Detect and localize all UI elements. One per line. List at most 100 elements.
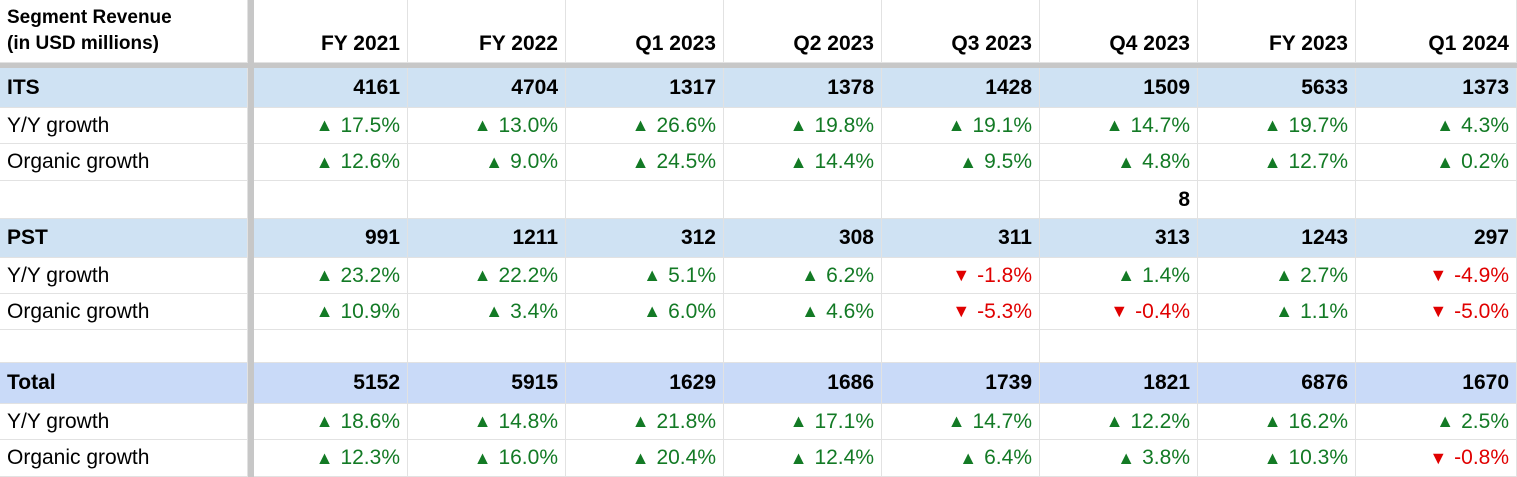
table-cell[interactable]: ▲ 17.1% (724, 404, 882, 439)
table-cell[interactable]: 311 (882, 219, 1040, 257)
row-label[interactable]: ITS (0, 68, 248, 107)
table-cell[interactable] (254, 330, 408, 362)
table-cell[interactable]: ▼ -4.9% (1356, 258, 1517, 293)
table-cell[interactable]: ▼ -0.4% (1040, 294, 1198, 329)
row-label[interactable] (0, 181, 248, 218)
table-cell[interactable] (566, 330, 724, 362)
row-label[interactable]: Organic growth (0, 294, 248, 329)
table-cell[interactable]: ▲ 2.7% (1198, 258, 1356, 293)
row-label[interactable]: PST (0, 219, 248, 257)
table-cell[interactable] (1198, 181, 1356, 218)
row-label[interactable]: Y/Y growth (0, 258, 248, 293)
table-cell[interactable]: 1739 (882, 363, 1040, 403)
table-cell[interactable]: ▲ 14.4% (724, 144, 882, 180)
table-cell[interactable]: ▲ 4.8% (1040, 144, 1198, 180)
table-cell[interactable]: ▲ 12.6% (254, 144, 408, 180)
table-cell[interactable]: ▲ 14.7% (1040, 108, 1198, 143)
table-cell[interactable]: 308 (724, 219, 882, 257)
table-cell[interactable]: 4161 (254, 68, 408, 107)
row-label[interactable]: Total (0, 363, 248, 403)
table-cell[interactable]: 313 (1040, 219, 1198, 257)
column-header[interactable]: Q1 2024 (1356, 0, 1517, 62)
table-cell[interactable]: 1243 (1198, 219, 1356, 257)
table-cell[interactable] (724, 330, 882, 362)
row-label[interactable]: Y/Y growth (0, 108, 248, 143)
table-cell[interactable] (1198, 330, 1356, 362)
table-cell[interactable]: ▲ 19.7% (1198, 108, 1356, 143)
frozen-column-divider[interactable] (248, 0, 254, 477)
table-cell[interactable] (724, 181, 882, 218)
table-cell[interactable] (408, 330, 566, 362)
table-cell[interactable]: ▲ 13.0% (408, 108, 566, 143)
table-cell[interactable]: ▲ 19.1% (882, 108, 1040, 143)
row-label[interactable]: Y/Y growth (0, 404, 248, 439)
table-cell[interactable]: ▲ 6.0% (566, 294, 724, 329)
table-cell[interactable]: ▲ 26.6% (566, 108, 724, 143)
table-cell[interactable]: 1509 (1040, 68, 1198, 107)
table-cell[interactable]: 1211 (408, 219, 566, 257)
table-cell[interactable]: ▲ 10.9% (254, 294, 408, 329)
table-cell[interactable]: ▲ 4.3% (1356, 108, 1517, 143)
column-header[interactable]: FY 2021 (254, 0, 408, 62)
table-cell[interactable] (882, 181, 1040, 218)
table-cell[interactable]: ▲ 22.2% (408, 258, 566, 293)
table-cell[interactable]: ▲ 0.2% (1356, 144, 1517, 180)
table-cell[interactable]: ▼ -1.8% (882, 258, 1040, 293)
table-cell[interactable]: 297 (1356, 219, 1517, 257)
column-header[interactable]: Q1 2023 (566, 0, 724, 62)
table-cell[interactable]: 5633 (1198, 68, 1356, 107)
column-header[interactable]: Q4 2023 (1040, 0, 1198, 62)
table-cell[interactable]: ▲ 20.4% (566, 440, 724, 476)
table-cell[interactable]: ▲ 5.1% (566, 258, 724, 293)
table-cell[interactable]: ▲ 9.5% (882, 144, 1040, 180)
table-cell[interactable]: 1317 (566, 68, 724, 107)
table-cell[interactable]: ▲ 12.7% (1198, 144, 1356, 180)
table-cell[interactable]: ▲ 16.2% (1198, 404, 1356, 439)
table-cell[interactable]: 1686 (724, 363, 882, 403)
table-cell[interactable]: 8 (1040, 181, 1198, 218)
table-cell[interactable]: 5915 (408, 363, 566, 403)
row-label[interactable]: Organic growth (0, 440, 248, 476)
table-cell[interactable]: 6876 (1198, 363, 1356, 403)
table-cell[interactable] (254, 181, 408, 218)
table-cell[interactable]: ▲ 4.6% (724, 294, 882, 329)
table-cell[interactable]: ▼ -0.8% (1356, 440, 1517, 476)
table-cell[interactable]: ▲ 1.4% (1040, 258, 1198, 293)
table-cell[interactable]: ▲ 17.5% (254, 108, 408, 143)
table-cell[interactable]: 4704 (408, 68, 566, 107)
row-label[interactable]: Organic growth (0, 144, 248, 180)
table-cell[interactable] (1356, 330, 1517, 362)
table-cell[interactable]: ▼ -5.3% (882, 294, 1040, 329)
table-cell[interactable]: ▲ 10.3% (1198, 440, 1356, 476)
table-cell[interactable]: ▲ 12.3% (254, 440, 408, 476)
table-cell[interactable] (1040, 330, 1198, 362)
table-cell[interactable]: ▲ 3.4% (408, 294, 566, 329)
table-cell[interactable]: ▲ 3.8% (1040, 440, 1198, 476)
table-cell[interactable]: ▲ 6.4% (882, 440, 1040, 476)
table-cell[interactable]: 1629 (566, 363, 724, 403)
table-cell[interactable]: ▲ 14.7% (882, 404, 1040, 439)
table-cell[interactable] (882, 330, 1040, 362)
column-header[interactable]: FY 2023 (1198, 0, 1356, 62)
table-cell[interactable]: 1373 (1356, 68, 1517, 107)
table-cell[interactable]: ▲ 21.8% (566, 404, 724, 439)
table-cell[interactable]: 1821 (1040, 363, 1198, 403)
table-cell[interactable]: ▲ 12.4% (724, 440, 882, 476)
table-cell[interactable]: ▼ -5.0% (1356, 294, 1517, 329)
table-cell[interactable]: ▲ 9.0% (408, 144, 566, 180)
table-cell[interactable]: ▲ 2.5% (1356, 404, 1517, 439)
column-header[interactable]: FY 2022 (408, 0, 566, 62)
table-cell[interactable]: 1670 (1356, 363, 1517, 403)
table-cell[interactable]: 312 (566, 219, 724, 257)
table-cell[interactable]: ▲ 12.2% (1040, 404, 1198, 439)
table-cell[interactable] (1356, 181, 1517, 218)
table-cell[interactable]: ▲ 24.5% (566, 144, 724, 180)
row-label[interactable] (0, 330, 248, 362)
table-cell[interactable]: 1378 (724, 68, 882, 107)
table-cell[interactable]: ▲ 14.8% (408, 404, 566, 439)
table-cell[interactable]: 1428 (882, 68, 1040, 107)
table-cell[interactable]: ▲ 1.1% (1198, 294, 1356, 329)
table-cell[interactable] (566, 181, 724, 218)
frozen-row-divider[interactable] (0, 63, 1517, 68)
table-cell[interactable]: 5152 (254, 363, 408, 403)
